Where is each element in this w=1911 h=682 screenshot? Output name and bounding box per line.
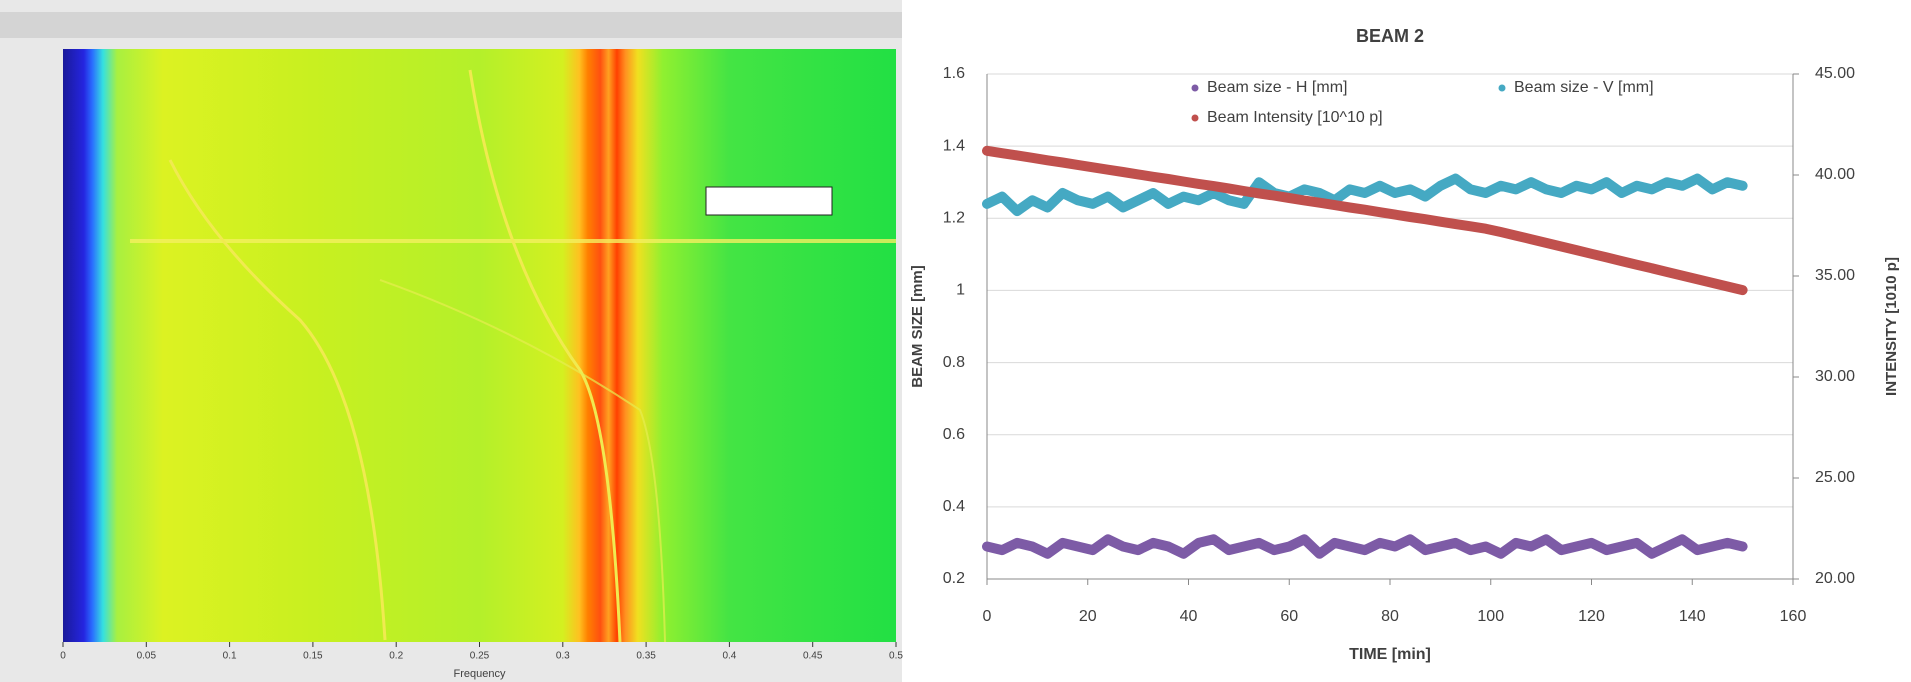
x-tick-label: 0.25: [470, 651, 490, 662]
legend-label: Beam size - V [mm]: [1514, 79, 1654, 96]
y-tick-label: 0.4: [943, 498, 965, 515]
x-tick-label: 140: [1679, 608, 1706, 625]
window-bar: [0, 12, 902, 38]
y-tick-label: 0.6: [943, 426, 965, 443]
x-tick-label: 0.1: [223, 651, 237, 662]
y2-axis-label: INTENSITY [1010 p]: [1883, 257, 1900, 396]
legend-marker: [1191, 84, 1199, 92]
x-tick-label: 0.3: [556, 651, 570, 662]
x-tick-label: 0.15: [303, 651, 323, 662]
x-axis-label: Frequency: [454, 668, 506, 680]
y2-tick-label: 40.00: [1815, 166, 1855, 183]
x-tick-label: 60: [1280, 608, 1298, 625]
spectrogram-panel: 0 0.05 0.1 0.15 0.2 0.25 0.3 0.35 0.4 0.45 0.5 Freq…: [0, 0, 903, 682]
x-tick-label: 0.45: [803, 651, 823, 662]
annotation-box: [705, 186, 833, 216]
x-tick-label: 20: [1079, 608, 1097, 625]
y-tick-label: 1.4: [943, 137, 965, 154]
x-tick-label: 0: [60, 651, 66, 662]
y-tick-label: 1.2: [943, 210, 965, 227]
line-chart: BEAM 2 0.2 0.4 0.6 0.8 1 1.2 1.4 1.6 20.00 25.00 30…: [908, 0, 1911, 682]
y-tick-label: 0.2: [943, 570, 965, 587]
x-tick-label: 0.2: [389, 651, 403, 662]
y2-tick-label: 45.00: [1815, 65, 1855, 82]
y-tick-label: 1.6: [943, 65, 965, 82]
y2-tick-label: 35.00: [1815, 267, 1855, 284]
x-tick-label: 0.05: [137, 651, 157, 662]
legend-label: Beam size - H [mm]: [1207, 79, 1347, 96]
legend-marker: [1191, 114, 1199, 122]
spectrogram-image: [63, 49, 896, 642]
y2-tick-label: 20.00: [1815, 570, 1855, 587]
tune-line: [168, 159, 387, 641]
x-tick-label: 120: [1578, 608, 1605, 625]
x-tick-label: 0.5: [889, 651, 903, 662]
series-line: [982, 145, 1748, 296]
x-tick-label: 0.4: [722, 651, 736, 662]
x-tick-label: 80: [1381, 608, 1399, 625]
legend-label: Beam Intensity [10^10 p]: [1207, 109, 1383, 126]
chart-title: BEAM 2: [1356, 26, 1424, 46]
x-tick-label: 160: [1780, 608, 1807, 625]
y-tick-label: 1: [956, 282, 965, 299]
tune-line: [379, 279, 666, 643]
y2-tick-label: 25.00: [1815, 469, 1855, 486]
chart-background: [908, 0, 1911, 682]
x-tick-label: 0: [983, 608, 992, 625]
x-tick-label: 0.35: [636, 651, 656, 662]
x-tick-label: 40: [1180, 608, 1198, 625]
series-line: [982, 173, 1748, 217]
series-line: [982, 534, 1748, 559]
x-tick-label: 100: [1477, 608, 1504, 625]
y-axis-label: BEAM SIZE [mm]: [909, 265, 926, 388]
y-tick-label: 0.8: [943, 354, 965, 371]
legend-marker: [1498, 84, 1506, 92]
x-axis-label: TIME [min]: [1349, 646, 1431, 663]
tune-line: [468, 69, 622, 643]
y2-tick-label: 30.00: [1815, 368, 1855, 385]
